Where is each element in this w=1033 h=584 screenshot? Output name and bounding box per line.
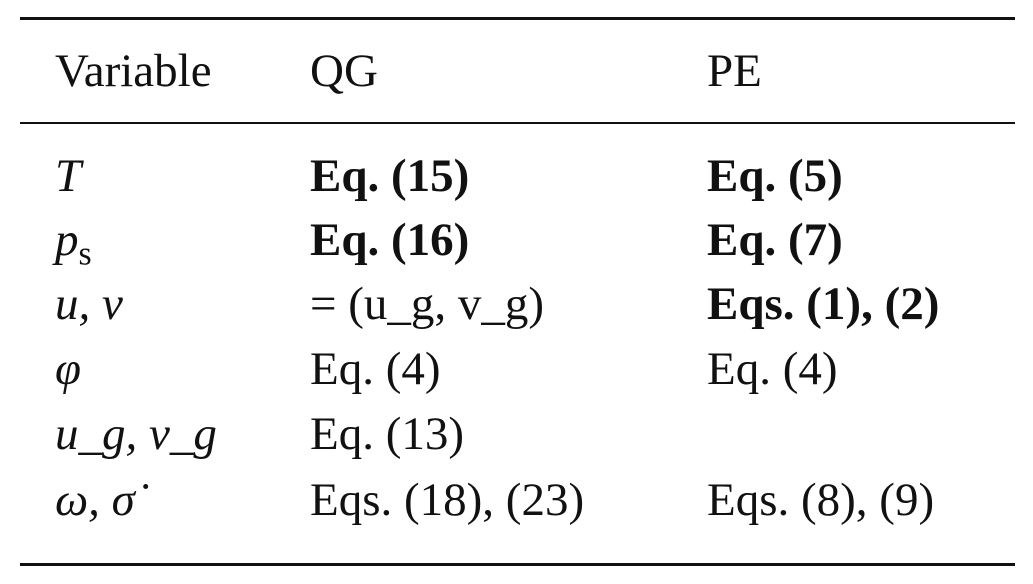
variable-cell: φ: [55, 346, 81, 393]
pe-cell: Eqs. (8), (9): [707, 474, 935, 526]
qg-cell: = (u_g, v_g): [310, 278, 545, 330]
qg-cell: Eq. (15): [310, 150, 470, 202]
variable-cell: u_g, v_g: [55, 411, 217, 458]
pe-cell: Eqs. (1), (2): [707, 278, 940, 330]
variable-symbol: T: [55, 150, 82, 202]
pe-cell: Eq. (4): [707, 343, 838, 395]
qg-cell: Eqs. (18), (23): [310, 474, 585, 526]
variable-symbol: p: [55, 214, 79, 266]
variable-cell: ω, σ̇: [55, 477, 135, 524]
pe-cell: Eq. (5): [707, 150, 843, 202]
header-rule: [20, 122, 1015, 124]
variable-symbol: u, v: [55, 278, 123, 330]
variable-symbol: ω, σ̇: [55, 474, 135, 526]
variable-cell: ps: [55, 217, 92, 271]
top-rule: [20, 17, 1015, 20]
variable-cell: T: [55, 153, 81, 200]
variable-cell: u, v: [55, 281, 123, 328]
header-pe: PE: [707, 45, 762, 97]
qg-cell: Eq. (4): [310, 343, 441, 395]
variable-subscript: s: [78, 235, 92, 273]
header-variable: Variable: [55, 45, 212, 97]
bottom-rule: [20, 563, 1015, 566]
variable-symbol: u_g, v_g: [55, 408, 217, 460]
pe-cell: Eq. (7): [707, 214, 843, 266]
qg-cell: Eq. (13): [310, 408, 465, 460]
qg-cell: Eq. (16): [310, 214, 470, 266]
variable-symbol: φ: [55, 343, 82, 395]
header-qg: QG: [310, 45, 378, 97]
